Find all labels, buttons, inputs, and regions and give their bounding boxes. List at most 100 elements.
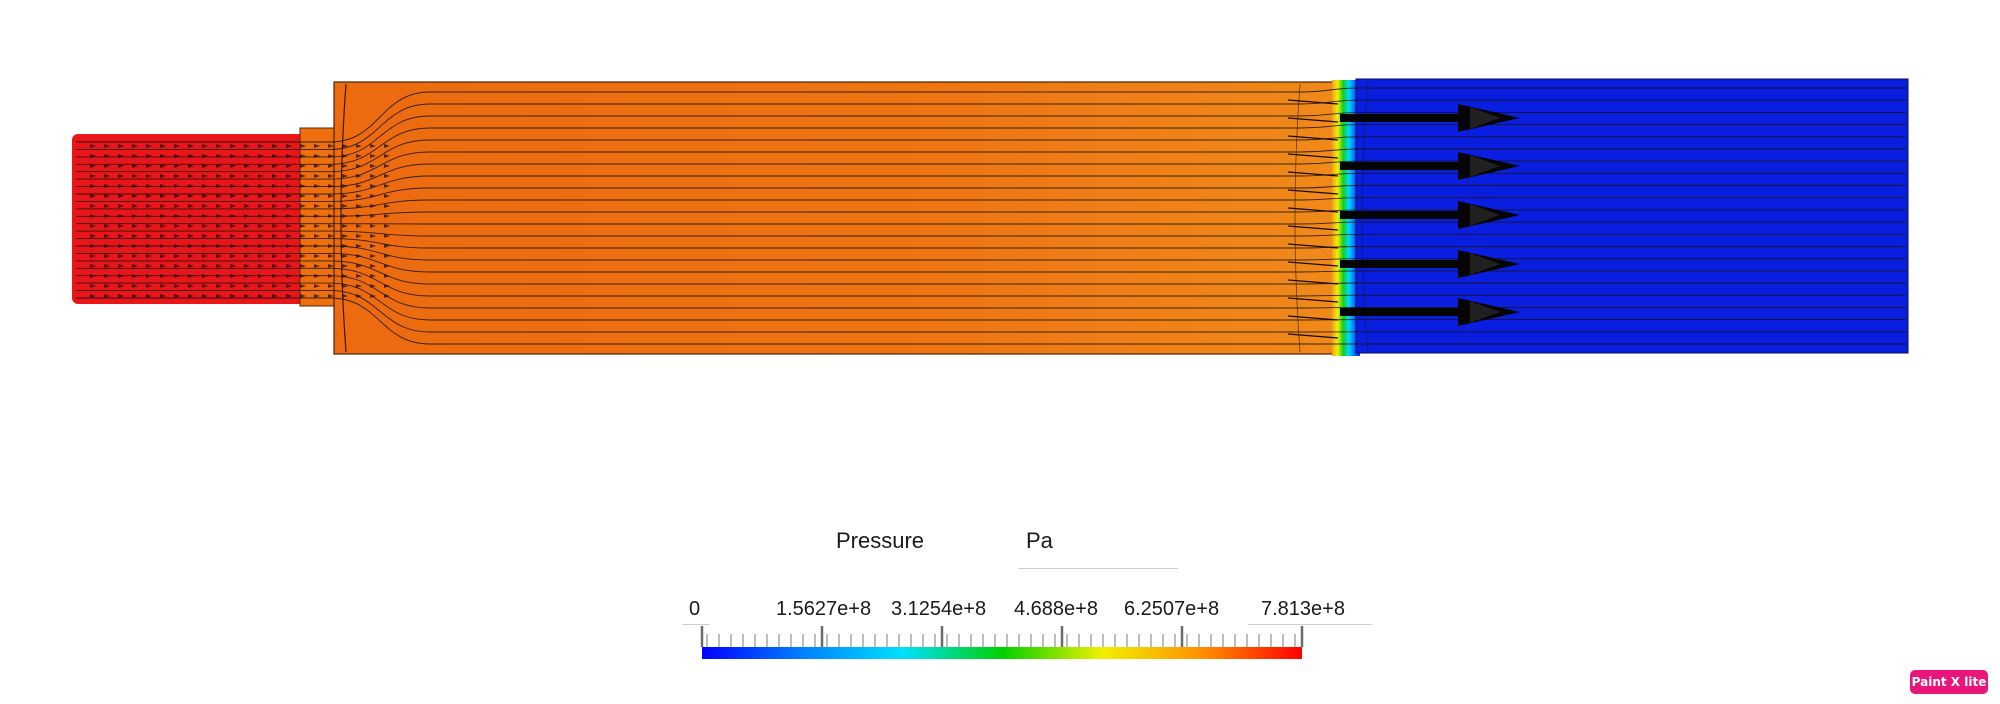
vector-mark <box>174 154 180 158</box>
vector-mark <box>342 144 348 148</box>
chamber-right-curve <box>1294 83 1301 353</box>
vector-mark <box>160 234 166 238</box>
vector-mark <box>342 234 348 238</box>
vector-mark <box>370 154 376 158</box>
vector-mark <box>90 144 96 148</box>
streamline <box>76 290 1906 333</box>
vector-mark <box>314 214 320 218</box>
vector-mark <box>1287 225 1339 231</box>
vector-mark <box>174 184 180 188</box>
vector-mark <box>132 184 138 188</box>
vector-mark <box>216 274 222 278</box>
vector-mark <box>356 194 362 198</box>
vector-mark <box>230 284 236 288</box>
vector-mark <box>286 214 292 218</box>
vector-mark <box>202 224 208 228</box>
vector-mark <box>370 144 376 148</box>
vector-mark <box>216 214 222 218</box>
vector-mark <box>314 174 320 178</box>
vector-mark <box>230 194 236 198</box>
vector-mark <box>104 284 110 288</box>
vector-mark <box>118 234 124 238</box>
tick-label-2: 3.1254e+8 <box>891 598 987 620</box>
vector-mark <box>370 174 376 178</box>
vector-mark <box>384 274 390 278</box>
vector-mark <box>188 264 194 268</box>
vector-mark <box>300 264 306 268</box>
vector-mark <box>328 254 334 258</box>
vector-mark <box>188 284 194 288</box>
vector-mark <box>314 224 320 228</box>
vector-mark <box>118 244 124 248</box>
vector-mark <box>174 234 180 238</box>
streamline <box>76 209 1906 217</box>
vector-mark <box>202 174 208 178</box>
vector-mark <box>258 174 264 178</box>
vector-mark <box>202 184 208 188</box>
vector-mark <box>370 224 376 228</box>
vector-mark <box>258 204 264 208</box>
vector-mark <box>314 274 320 278</box>
vector-mark <box>90 214 96 218</box>
vector-mark <box>356 204 362 208</box>
vector-mark <box>384 174 390 178</box>
inlet-step <box>299 127 341 307</box>
vector-mark <box>118 164 124 168</box>
vector-mark <box>90 284 96 288</box>
vector-mark <box>188 154 194 158</box>
vector-mark <box>272 244 278 248</box>
vector-mark <box>370 194 376 198</box>
vector-mark <box>328 204 334 208</box>
vector-mark <box>258 294 264 298</box>
vector-mark <box>342 244 348 248</box>
vector-mark <box>286 144 292 148</box>
vector-mark <box>300 274 306 278</box>
vector-mark <box>202 234 208 238</box>
vector-mark <box>202 294 208 298</box>
vector-mark <box>160 294 166 298</box>
vector-mark <box>216 284 222 288</box>
outlet-arrow <box>1340 152 1520 180</box>
vector-mark <box>160 154 166 158</box>
vector-mark <box>370 184 376 188</box>
vector-mark <box>160 244 166 248</box>
streamline <box>76 275 1906 309</box>
watermark-badge[interactable]: Paint X lite <box>1910 670 1988 694</box>
vector-mark <box>342 274 348 278</box>
vector-mark <box>384 194 390 198</box>
streamline <box>76 197 1906 210</box>
vector-mark <box>286 264 292 268</box>
vector-mark <box>370 254 376 258</box>
vector-mark <box>384 284 390 288</box>
vector-mark <box>90 174 96 178</box>
vector-mark <box>300 254 306 258</box>
vector-mark <box>384 244 390 248</box>
vector-mark <box>118 284 124 288</box>
vector-mark <box>384 164 390 168</box>
vector-mark <box>314 154 320 158</box>
vector-mark <box>384 294 390 298</box>
vector-mark <box>328 274 334 278</box>
vector-mark <box>90 234 96 238</box>
vector-mark <box>230 214 236 218</box>
vector-mark <box>118 294 124 298</box>
vector-mark <box>188 234 194 238</box>
vector-mark <box>202 244 208 248</box>
vector-mark <box>244 144 250 148</box>
vector-mark <box>104 164 110 168</box>
vector-mark <box>104 194 110 198</box>
vector-mark <box>174 214 180 218</box>
vector-mark <box>230 274 236 278</box>
vector-mark <box>300 164 306 168</box>
vector-mark <box>216 154 222 158</box>
vector-mark <box>216 164 222 168</box>
vector-mark <box>244 274 250 278</box>
vector-mark <box>300 284 306 288</box>
vector-mark <box>118 274 124 278</box>
vector-mark <box>160 194 166 198</box>
vector-mark <box>160 254 166 258</box>
vector-mark <box>174 274 180 278</box>
vector-mark <box>272 154 278 158</box>
vector-mark <box>258 234 264 238</box>
